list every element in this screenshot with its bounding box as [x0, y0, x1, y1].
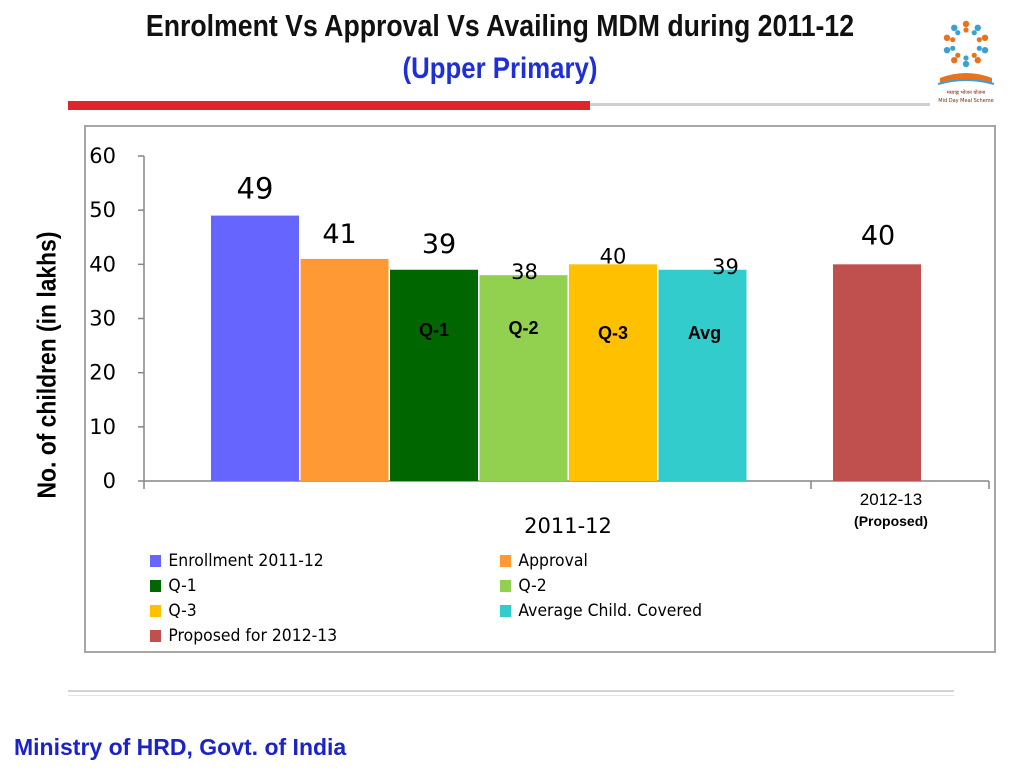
- legend-item: Q-1: [150, 576, 197, 596]
- legend-swatch: [150, 605, 162, 617]
- bar-inner-label: Q-3: [598, 323, 628, 343]
- legend-swatch: [500, 605, 512, 617]
- legend-label: Q-3: [168, 601, 197, 621]
- y-tick-label: 50: [89, 198, 116, 222]
- legend-label: Enrollment 2011-12: [168, 551, 324, 571]
- slide-title: Enrolment Vs Approval Vs Availing MDM du…: [145, 8, 855, 43]
- data-label: 41: [322, 219, 356, 250]
- y-tick-label: 60: [89, 144, 116, 168]
- bar-1: [211, 215, 299, 482]
- legend-label: Approval: [518, 551, 588, 571]
- data-label: 38: [511, 260, 538, 284]
- legend-swatch: [500, 580, 512, 592]
- y-tick-label: 20: [89, 361, 116, 385]
- data-label: 40: [600, 244, 627, 268]
- legend-swatch: [150, 580, 162, 592]
- bar-5: [569, 264, 657, 481]
- footer-rule-thin: [68, 695, 954, 696]
- legend-label: Q-2: [518, 576, 547, 596]
- footer-rule: [68, 690, 954, 692]
- x-category-label: 2011-12: [524, 514, 612, 538]
- footer-text: Ministry of HRD, Govt. of India: [14, 734, 347, 760]
- bar-2: [300, 258, 389, 481]
- y-tick-label: 40: [89, 252, 116, 276]
- legend-label: Average Child. Covered: [518, 601, 702, 621]
- bar-6: [658, 269, 747, 481]
- legend-item: Q-3: [150, 601, 197, 621]
- title-underline-grey: [590, 103, 930, 106]
- legend-item: Enrollment 2011-12: [150, 551, 324, 571]
- data-label: 39: [422, 229, 456, 260]
- bar-inner-label: Q-2: [508, 318, 538, 338]
- bar-inner-label: Avg: [688, 323, 721, 343]
- data-label: 39: [712, 255, 739, 279]
- legend-swatch: [150, 555, 162, 567]
- legend-item: Q-2: [500, 576, 547, 596]
- bar-7: [833, 264, 921, 481]
- mid-day-meal-logo-icon: मध्याह्न भोजन योजना Mid Day Meal Scheme: [937, 20, 995, 104]
- bar-3: [390, 269, 478, 481]
- legend-item: Proposed for 2012-13: [150, 626, 337, 646]
- legend-swatch: [150, 630, 162, 642]
- bar-inner-label: Q-1: [419, 320, 449, 340]
- x-category-label: 2012-13: [860, 490, 922, 509]
- data-label: 40: [861, 220, 895, 251]
- bar-4: [479, 275, 568, 481]
- y-tick-label: 10: [89, 415, 116, 439]
- logo-text-english: Mid Day Meal Scheme: [938, 98, 993, 104]
- y-tick-label: 0: [103, 469, 116, 493]
- data-label: 49: [237, 172, 274, 206]
- legend-item: Average Child. Covered: [500, 601, 702, 621]
- y-tick-label: 30: [89, 307, 116, 331]
- logo-text-hindi: मध्याह्न भोजन योजना: [947, 89, 986, 96]
- legend-label: Proposed for 2012-13: [168, 626, 338, 646]
- legend-swatch: [500, 555, 512, 567]
- slide-subtitle: (Upper Primary): [402, 52, 598, 85]
- legend-label: Q-1: [168, 576, 197, 596]
- legend-item: Approval: [500, 551, 588, 571]
- x-category-sublabel: (Proposed): [854, 513, 928, 529]
- title-underline-red: [68, 101, 590, 110]
